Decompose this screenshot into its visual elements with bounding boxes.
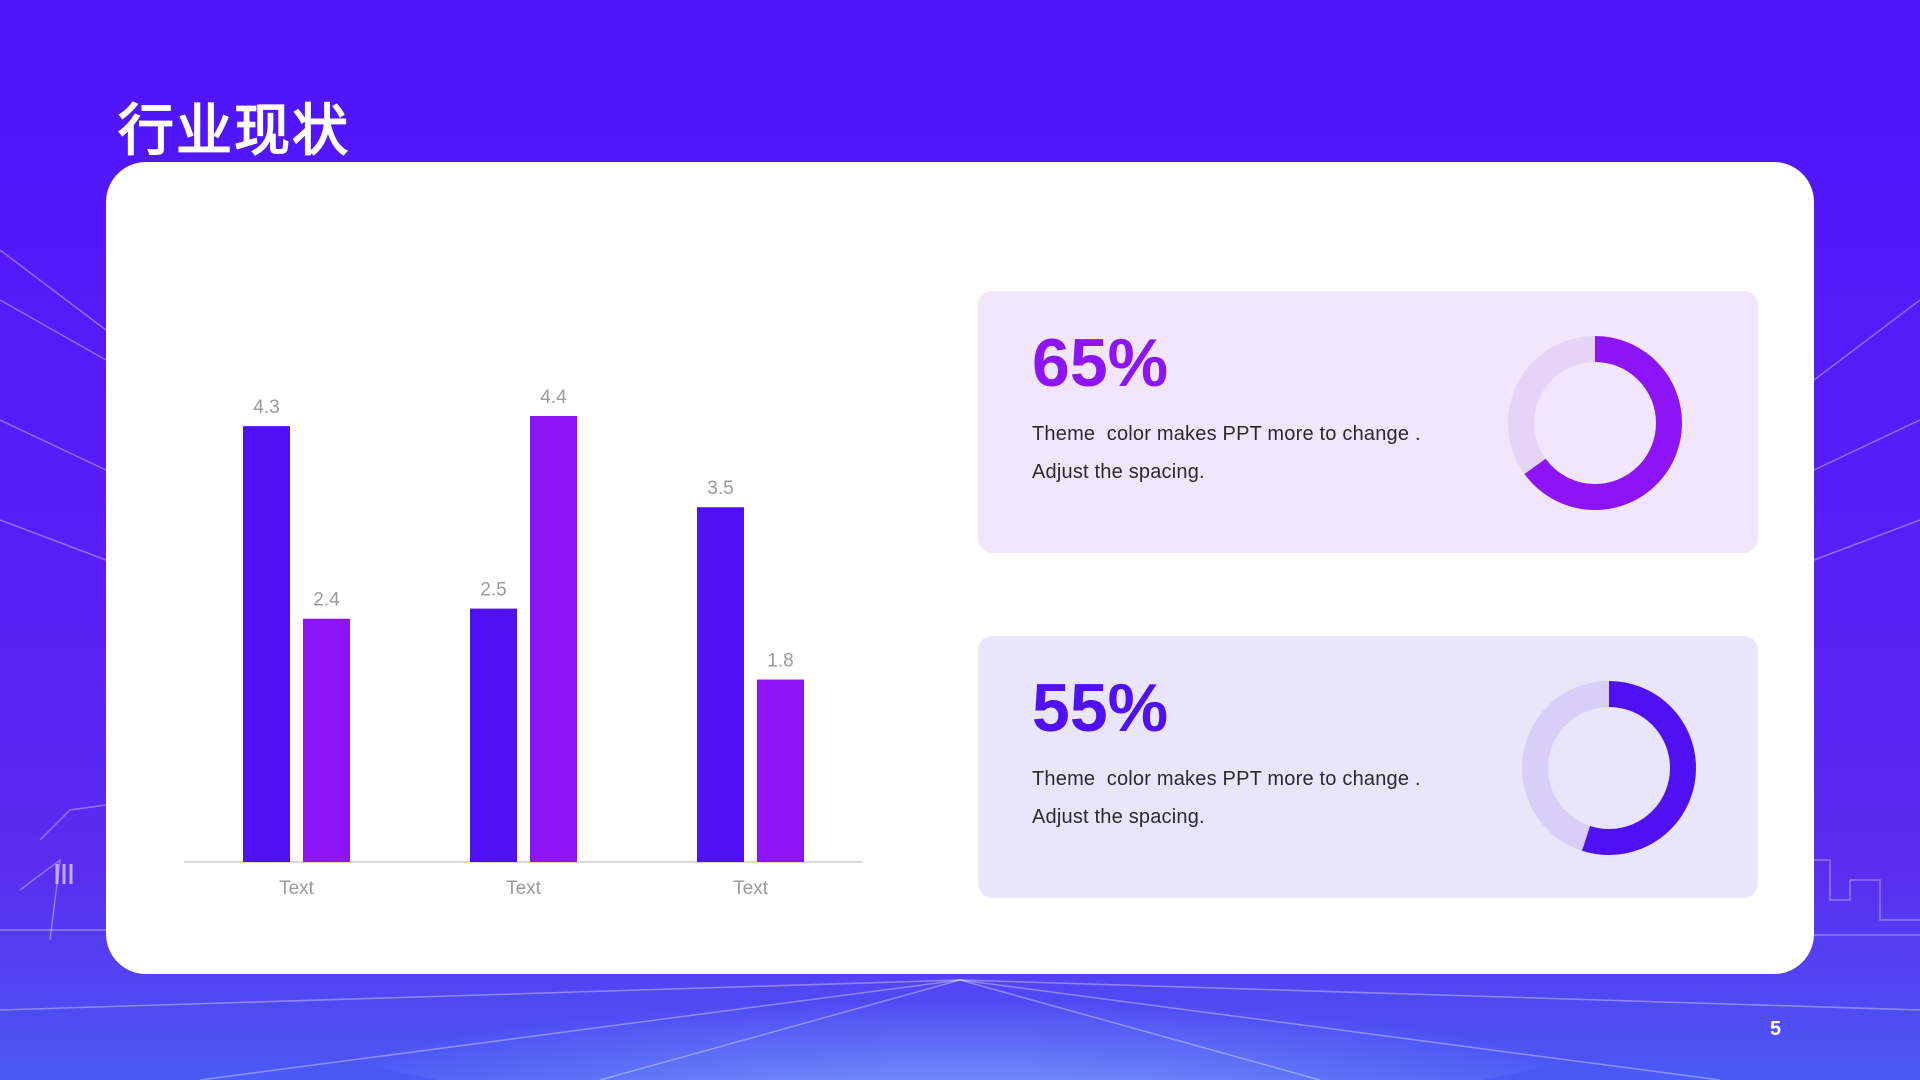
stat-panel-1: 65% Theme color makes PPT more to change… (978, 291, 1758, 553)
x-tick-label: Text (506, 878, 542, 899)
stat-panel-2: 55% Theme color makes PPT more to change… (978, 636, 1758, 898)
donut-arc (1522, 681, 1696, 855)
data-label: 2.4 (313, 590, 340, 611)
stat-description-line2: Adjust the spacing. (1032, 461, 1205, 483)
stat-value: 55% (1032, 670, 1169, 746)
stat-description-line1: Theme color makes PPT more to change . (1032, 768, 1421, 790)
donut-chart-65 (1508, 336, 1682, 510)
data-label: 3.5 (707, 478, 733, 499)
bar-series2-2 (530, 416, 577, 862)
donut-arc (1508, 336, 1682, 510)
stat-description-line2: Adjust the spacing. (1032, 806, 1205, 828)
bar-series1-2 (470, 608, 517, 862)
data-label: 4.3 (253, 397, 279, 418)
stat-description-line1: Theme color makes PPT more to change . (1032, 423, 1421, 445)
bar-chart: 4.3 2.4 Text 2.5 4.4 Text 3.5 1.8 Text (184, 387, 863, 899)
data-label: 4.4 (540, 387, 567, 408)
slide-title: 行业现状 (118, 99, 350, 162)
content-card: 4.3 2.4 Text 2.5 4.4 Text 3.5 1.8 Text 65% Theme… (106, 162, 1814, 974)
bar-series2-3 (757, 679, 804, 862)
data-label: 1.8 (767, 651, 793, 672)
donut-chart-55 (1522, 681, 1696, 855)
bar-series1-3 (697, 507, 744, 862)
x-tick-label: Text (733, 878, 769, 899)
bar-series1-1 (243, 426, 290, 862)
page-number: 5 (1770, 1018, 1782, 1040)
bar-series2-1 (303, 618, 350, 862)
data-label: 2.5 (480, 580, 506, 601)
stat-value: 65% (1032, 325, 1169, 401)
x-tick-label: Text (279, 878, 315, 899)
